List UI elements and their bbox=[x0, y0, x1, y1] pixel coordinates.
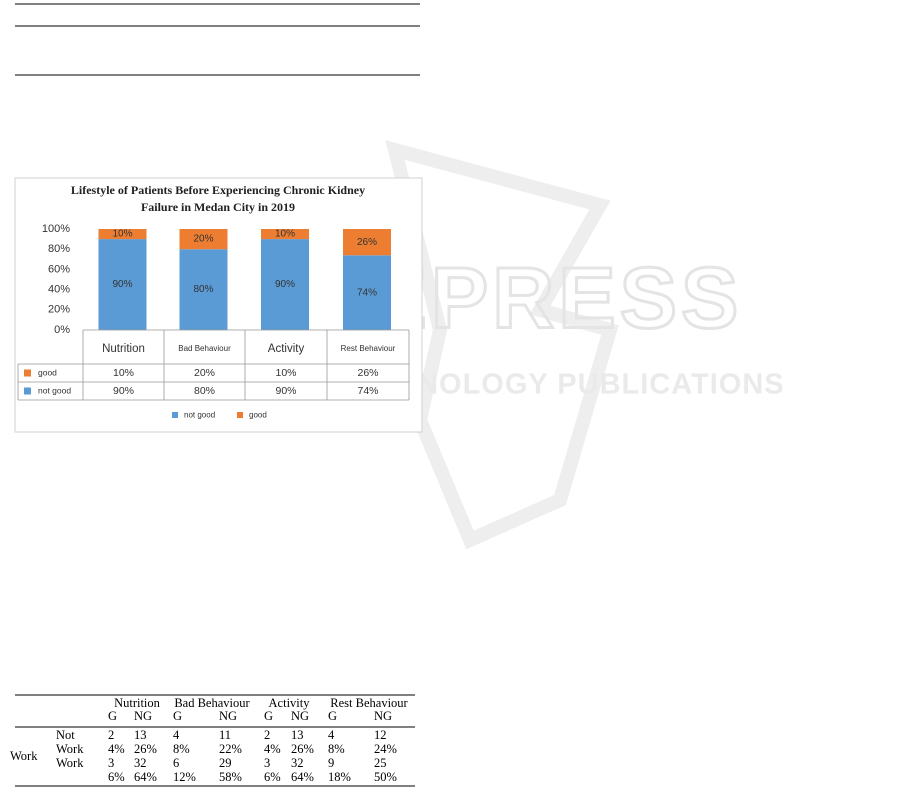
y-tick-label: 80% bbox=[48, 243, 70, 255]
bar-segment bbox=[179, 229, 228, 250]
chart-title: Lifestyle of Patients Before Experiencin… bbox=[71, 183, 365, 197]
y-tick-label: 0% bbox=[54, 324, 70, 336]
legend-label: good bbox=[38, 367, 57, 377]
table-cell: 12 bbox=[374, 728, 387, 742]
table-cell: 32 bbox=[134, 756, 147, 770]
data-label: 74% bbox=[357, 287, 377, 298]
table-cell: 25 bbox=[374, 756, 387, 770]
table-cell: 8% bbox=[328, 742, 345, 756]
table-row-label: Not bbox=[56, 728, 75, 742]
legend-label: not good bbox=[184, 411, 215, 420]
legend-swatch bbox=[24, 369, 31, 377]
table-cell: 29 bbox=[219, 756, 232, 770]
data-label: 20% bbox=[193, 234, 213, 245]
table-cell: 26% bbox=[134, 742, 157, 756]
chart: 0% 20% 40% 60% 80% 100% 90% 10% 80% 20% 90% 10% 74% 2… bbox=[17, 223, 410, 420]
table-value: 10% bbox=[113, 367, 134, 379]
table-cell: 6 bbox=[173, 756, 179, 770]
table-value: 90% bbox=[275, 385, 296, 397]
table-cell: 4% bbox=[108, 742, 125, 756]
table-cell: 6% bbox=[264, 770, 281, 784]
bar-segment bbox=[179, 249, 228, 330]
legend-label: not good bbox=[38, 385, 71, 395]
table-cell: 3 bbox=[108, 756, 114, 770]
table-cell: 9 bbox=[328, 756, 334, 770]
table-cell: 18% bbox=[328, 770, 351, 784]
table-cell: 12% bbox=[173, 770, 196, 784]
table-row-label: Work bbox=[56, 756, 84, 770]
table-value: 10% bbox=[275, 367, 296, 379]
table-value: 74% bbox=[357, 385, 378, 397]
legend-swatch bbox=[24, 387, 31, 395]
table-subheader: G bbox=[328, 709, 337, 723]
table-cell: 24% bbox=[374, 742, 397, 756]
x-tick-label: Activity bbox=[268, 343, 305, 355]
table-row-label: Work bbox=[56, 742, 84, 756]
table-row-group: Work bbox=[10, 749, 38, 763]
table-cell: 32 bbox=[291, 756, 304, 770]
table-cell: 11 bbox=[219, 728, 231, 742]
table-cell: 2 bbox=[264, 728, 270, 742]
table-value: 26% bbox=[357, 367, 378, 379]
table-cell: 4% bbox=[264, 742, 281, 756]
table-cell: 64% bbox=[291, 770, 314, 784]
table-subheader: G bbox=[173, 709, 182, 723]
bar-segment bbox=[98, 229, 147, 240]
table-cell: 22% bbox=[219, 742, 242, 756]
table-cell: 4 bbox=[173, 728, 180, 742]
table-cell: 3 bbox=[264, 756, 270, 770]
x-tick-label: Bad Behaviour bbox=[178, 344, 231, 353]
table-value: 20% bbox=[194, 367, 215, 379]
bar-segment bbox=[98, 239, 147, 330]
data-label: 10% bbox=[112, 229, 132, 240]
data-label: 90% bbox=[275, 279, 295, 290]
table-subheader: G bbox=[264, 709, 273, 723]
table-subheader: NG bbox=[291, 709, 309, 723]
x-tick-label: Rest Behaviour bbox=[341, 344, 396, 353]
table-cell: 50% bbox=[374, 770, 397, 784]
table-cell: 6% bbox=[108, 770, 125, 784]
y-tick-label: 40% bbox=[48, 284, 70, 296]
table-cell: 13 bbox=[291, 728, 304, 742]
x-tick-label: Nutrition bbox=[102, 343, 145, 355]
table-cell: 2 bbox=[108, 728, 114, 742]
table-header: Bad Behaviour bbox=[174, 696, 250, 710]
bar-segment bbox=[343, 229, 391, 256]
table-subheader: G bbox=[108, 709, 117, 723]
bar-segment bbox=[343, 255, 391, 330]
table-header: Nutrition bbox=[114, 696, 161, 710]
table-cell: 13 bbox=[134, 728, 147, 742]
bar-segment bbox=[261, 239, 309, 330]
watermark-shape bbox=[385, 140, 619, 550]
table-cell: 26% bbox=[291, 742, 314, 756]
table-header: Activity bbox=[269, 696, 311, 710]
data-label: 90% bbox=[112, 279, 132, 290]
table-value: 90% bbox=[113, 385, 134, 397]
table: Nutrition Bad Behaviour Activity Rest Behav… bbox=[10, 696, 409, 784]
table-subheader: NG bbox=[374, 709, 392, 723]
chart-title: Failure in Medan City in 2019 bbox=[141, 200, 295, 214]
table-value: 80% bbox=[194, 385, 215, 397]
table-subheader: NG bbox=[134, 709, 152, 723]
legend-label: good bbox=[249, 411, 267, 420]
y-tick-label: 60% bbox=[48, 263, 70, 275]
y-tick-label: 100% bbox=[42, 223, 70, 235]
table-subheader: NG bbox=[219, 709, 237, 723]
table-cell: 8% bbox=[173, 742, 190, 756]
table-cell: 64% bbox=[134, 770, 157, 784]
legend-swatch bbox=[237, 412, 243, 418]
data-label: 10% bbox=[275, 229, 295, 240]
y-tick-label: 20% bbox=[48, 304, 70, 316]
bar-segment bbox=[261, 229, 309, 240]
table-cell: 58% bbox=[219, 770, 242, 784]
data-label: 80% bbox=[193, 284, 213, 295]
table-cell: 4 bbox=[328, 728, 335, 742]
legend-swatch bbox=[172, 412, 178, 418]
data-label: 26% bbox=[357, 237, 377, 248]
table-header: Rest Behaviour bbox=[330, 696, 408, 710]
